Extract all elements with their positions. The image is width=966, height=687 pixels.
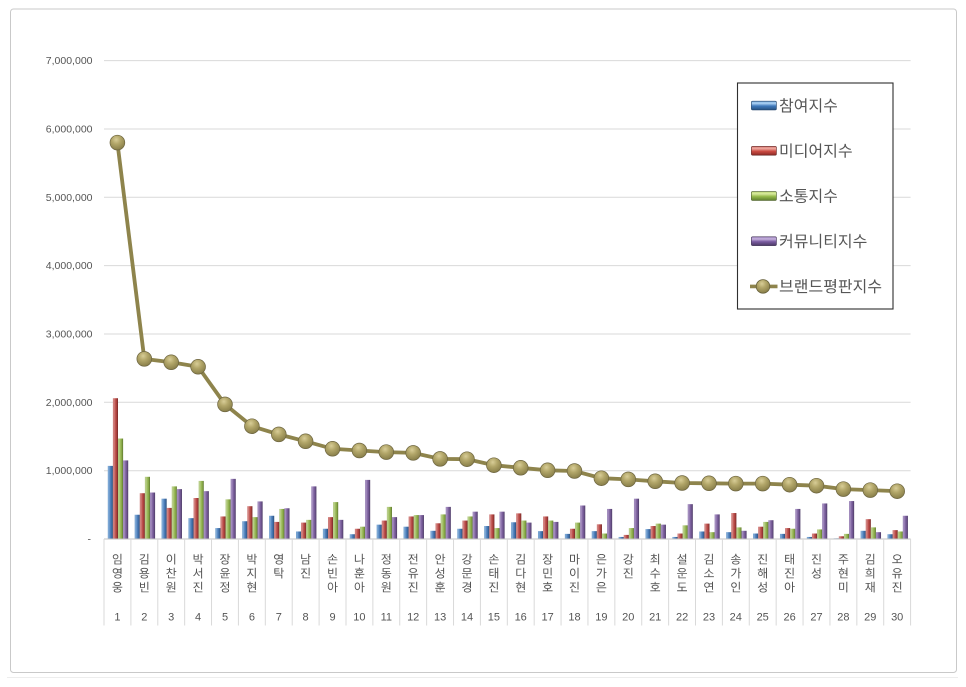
svg-text:20: 20 — [622, 611, 634, 623]
svg-text:29: 29 — [864, 611, 876, 623]
svg-text:24: 24 — [730, 611, 742, 623]
svg-text:5,000,000: 5,000,000 — [46, 192, 93, 204]
svg-text:16: 16 — [515, 611, 527, 623]
svg-text:9: 9 — [329, 611, 335, 623]
svg-text:3,000,000: 3,000,000 — [46, 329, 93, 341]
svg-text:22: 22 — [676, 611, 688, 623]
svg-text:1,000,000: 1,000,000 — [46, 465, 93, 477]
svg-text:5: 5 — [222, 611, 228, 623]
svg-text:8: 8 — [303, 611, 309, 623]
svg-text:18: 18 — [568, 611, 580, 623]
svg-text:27: 27 — [810, 611, 822, 623]
svg-text:30: 30 — [891, 611, 903, 623]
svg-text:19: 19 — [595, 611, 607, 623]
svg-text:4: 4 — [195, 611, 201, 623]
svg-text:15: 15 — [488, 611, 500, 623]
svg-text:25: 25 — [757, 611, 769, 623]
svg-text:28: 28 — [837, 611, 849, 623]
svg-text:4,000,000: 4,000,000 — [46, 260, 93, 272]
svg-text:6,000,000: 6,000,000 — [46, 124, 93, 136]
svg-text:2: 2 — [141, 611, 147, 623]
svg-text:14: 14 — [461, 611, 473, 623]
svg-text:7,000,000: 7,000,000 — [46, 55, 93, 67]
svg-text:2,000,000: 2,000,000 — [46, 397, 93, 409]
svg-text:1: 1 — [114, 611, 120, 623]
svg-text:21: 21 — [649, 611, 661, 623]
svg-text:17: 17 — [541, 611, 553, 623]
svg-text:23: 23 — [703, 611, 715, 623]
svg-text:10: 10 — [353, 611, 365, 623]
svg-text:-: - — [88, 534, 92, 546]
svg-text:26: 26 — [783, 611, 795, 623]
svg-text:12: 12 — [407, 611, 419, 623]
svg-text:13: 13 — [434, 611, 446, 623]
svg-text:7: 7 — [276, 611, 282, 623]
svg-text:6: 6 — [249, 611, 255, 623]
svg-text:3: 3 — [168, 611, 174, 623]
svg-text:11: 11 — [381, 611, 392, 623]
